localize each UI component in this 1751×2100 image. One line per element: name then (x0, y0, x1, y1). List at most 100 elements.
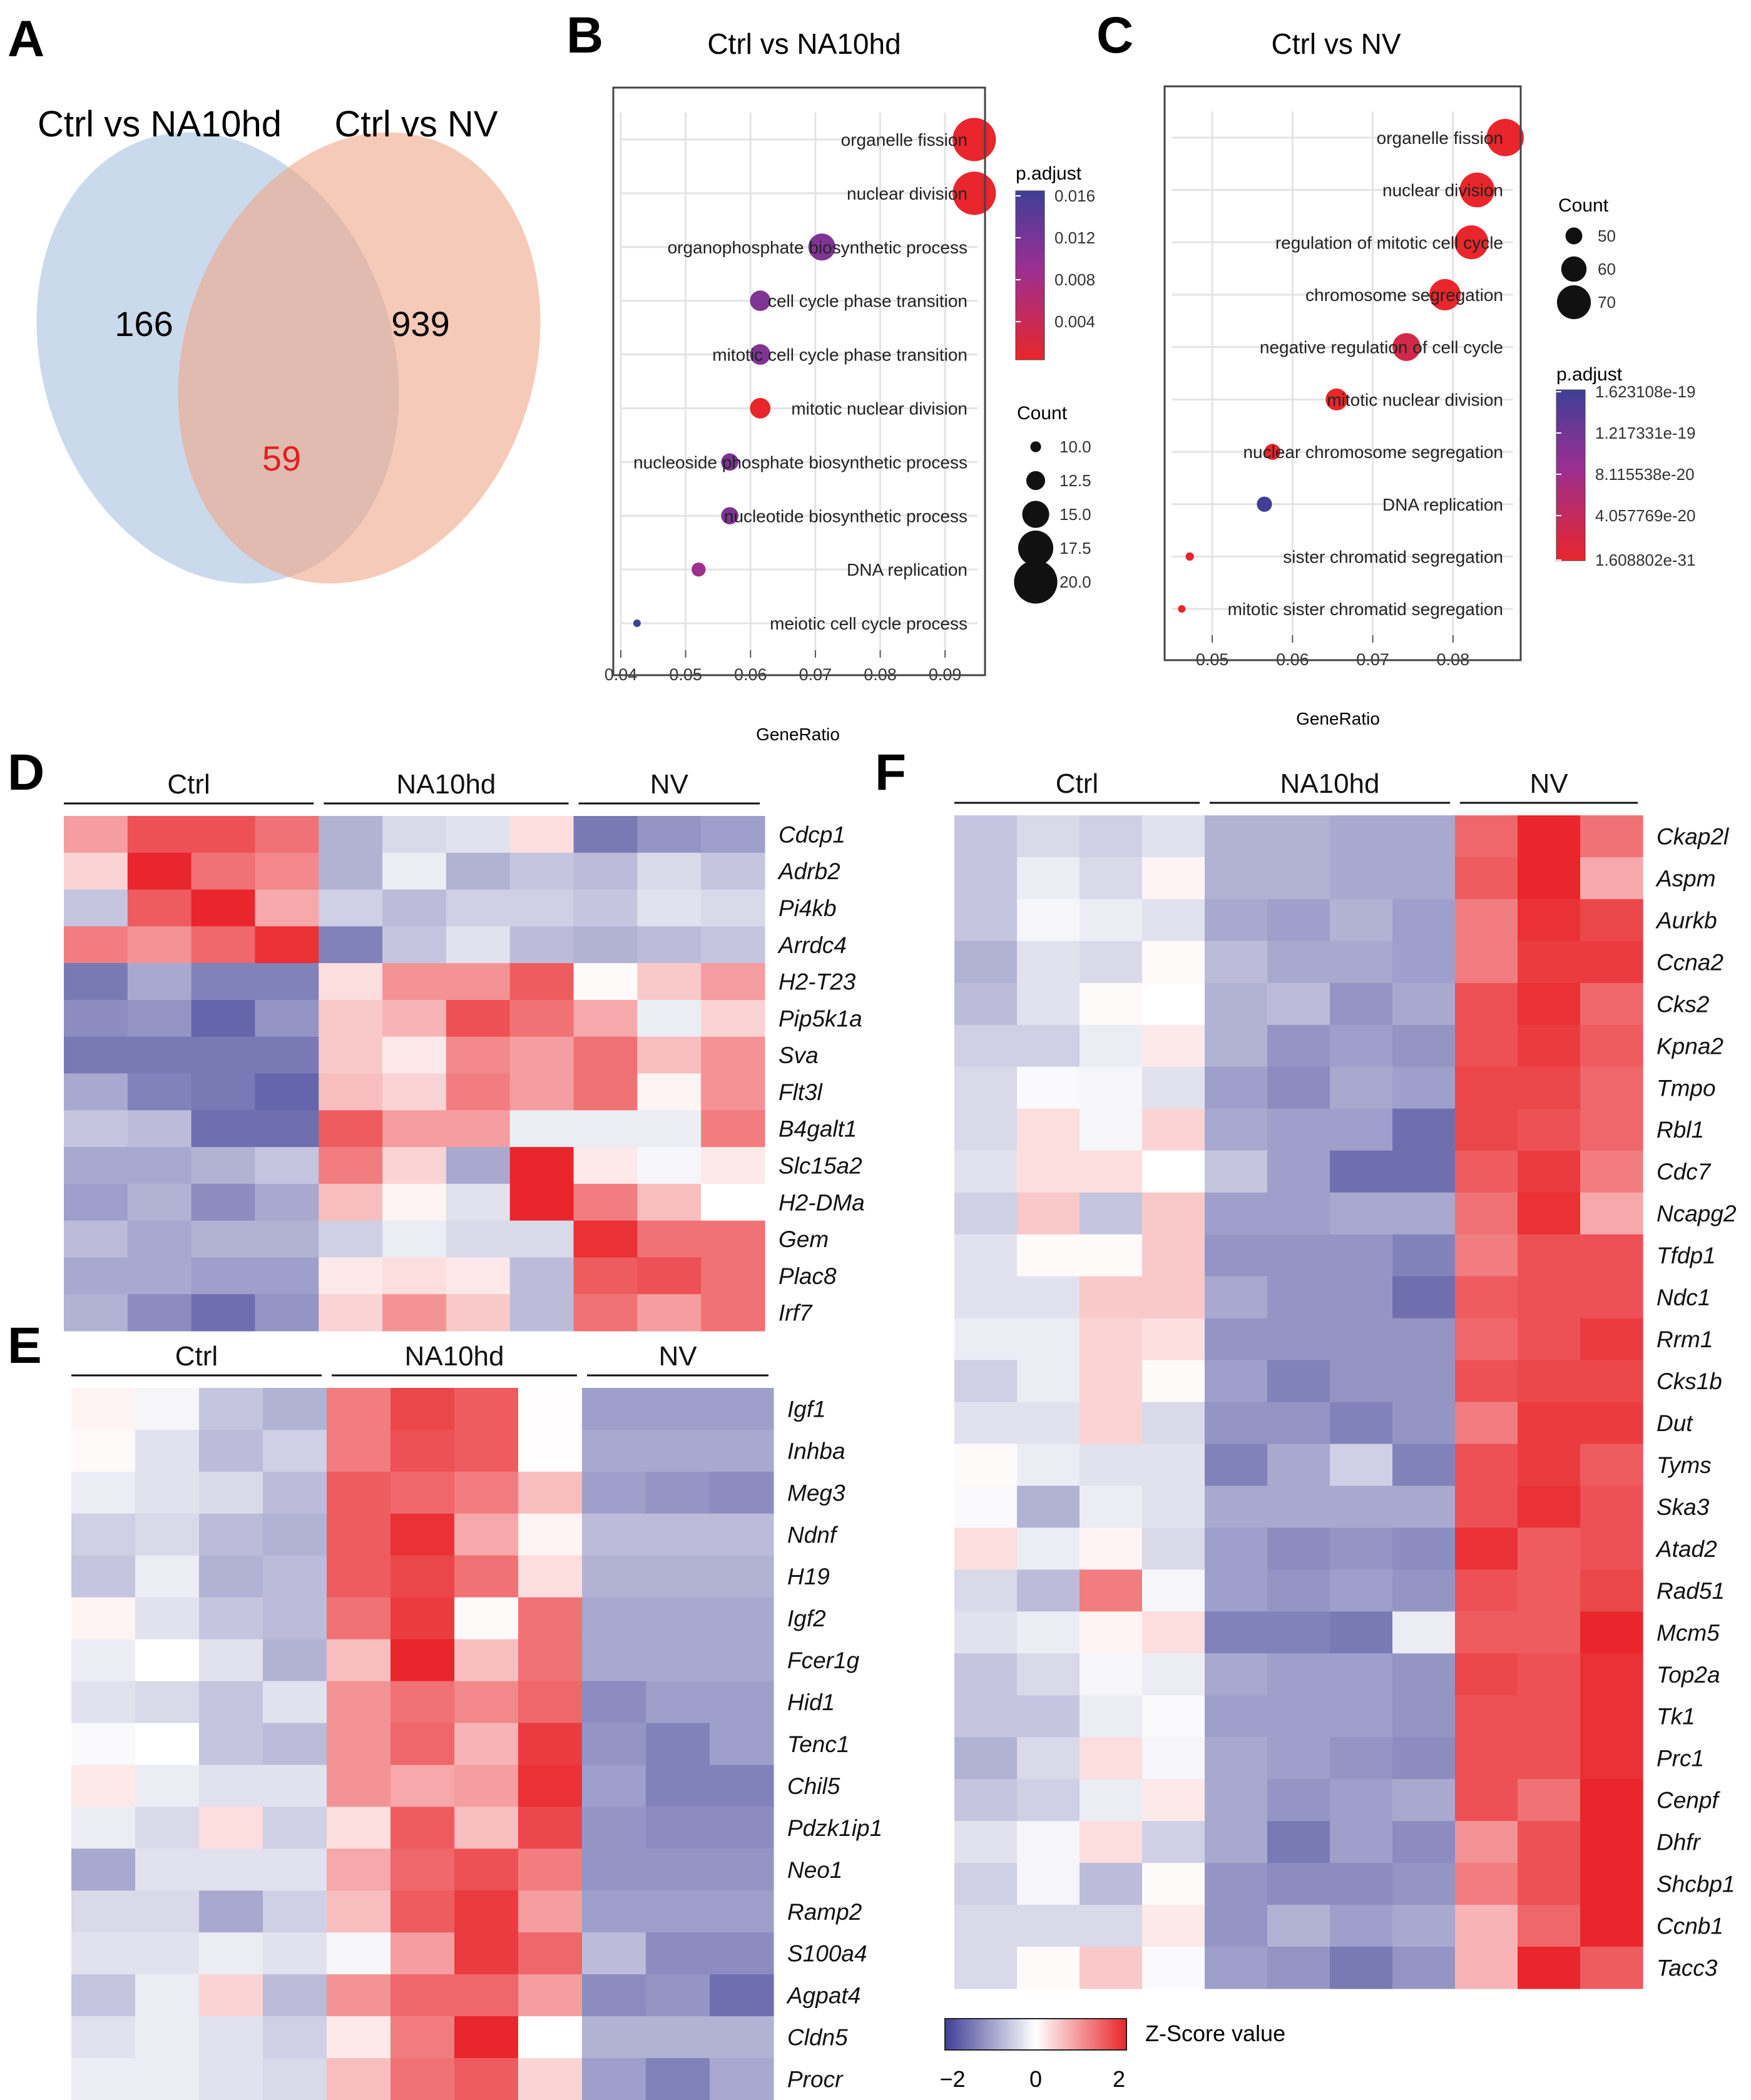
heat-cell (518, 2016, 583, 2059)
heat-cell (71, 1388, 136, 1430)
padj-tick-label: 0.012 (1054, 228, 1095, 247)
heat-cell (1080, 1486, 1143, 1528)
heat-cell (1455, 1486, 1518, 1528)
heat-cell (446, 1036, 511, 1074)
heat-cell (391, 2058, 455, 2100)
heatmap-f: Ckap2l Aspm Aurkb Ccna2 Cks2 Kpna2 Tmpo Rbl1 Cdc… (954, 768, 1737, 1989)
heat-cell (1017, 1905, 1080, 1947)
heat-cell (446, 816, 511, 854)
heat-cell (1330, 940, 1393, 984)
heat-cell (1518, 1947, 1581, 1989)
heatmap-e: Igf1 Inhba Meg3 Ndnf H19 Igf2 Fcer1g Hid1 Tenc1 C… (71, 1341, 882, 2100)
heat-cell (255, 1110, 319, 1148)
heat-cell (1518, 1402, 1581, 1445)
heat-cell (518, 1974, 583, 2017)
heat-cell (701, 816, 765, 854)
heat-cell (71, 1639, 136, 1682)
heat-cell (135, 1681, 200, 1724)
heat-cell (1017, 1150, 1080, 1193)
heat-cell (64, 1073, 128, 1111)
heat-cell (1330, 1821, 1393, 1863)
heat-cell (954, 1611, 1018, 1654)
heat-cell (199, 1974, 263, 2017)
gene-label: Cdc7 (1657, 1159, 1712, 1185)
heat-cell (518, 1555, 583, 1598)
heat-cell (1455, 1611, 1518, 1654)
heat-cell (135, 1848, 200, 1891)
heat-cell (1142, 1653, 1205, 1696)
heat-cell (1330, 1360, 1393, 1403)
count-legend-dot (1561, 256, 1587, 282)
heat-cell (1455, 982, 1518, 1026)
gene-label: Dhfr (1657, 1830, 1702, 1855)
heat-cell (1017, 1569, 1080, 1612)
heat-cell (263, 1639, 327, 1682)
heat-cell (710, 1639, 774, 1682)
gene-label: Procr (787, 2067, 844, 2092)
heat-cell (1330, 1444, 1393, 1487)
heat-cell (382, 1147, 447, 1185)
heat-cell (1017, 1527, 1080, 1570)
heat-cell (509, 889, 574, 927)
count-legend-label: 15.0 (1059, 505, 1091, 524)
heat-cell (263, 1848, 327, 1891)
count-legend-dot (1014, 560, 1058, 604)
heat-cell (1017, 1779, 1080, 1822)
heat-cell (509, 963, 574, 1001)
heat-cell (1580, 899, 1643, 942)
heat-cell (1580, 1737, 1643, 1780)
heat-cell (509, 1147, 574, 1185)
heat-cell (1267, 1695, 1330, 1738)
heat-cell (1330, 1276, 1393, 1319)
heat-cell (1392, 1863, 1456, 1905)
heat-cell (1267, 899, 1330, 942)
heat-cell (646, 1388, 710, 1430)
heat-cell (1142, 1402, 1205, 1445)
gene-label: Slc15a2 (779, 1153, 862, 1178)
heat-cell (127, 1110, 192, 1148)
heat-cell (954, 1234, 1018, 1277)
heat-cell (646, 1597, 710, 1640)
heat-cell (1142, 1695, 1205, 1738)
gene-label: Ncapg2 (1657, 1201, 1737, 1226)
gene-label: S100a4 (787, 1941, 867, 1967)
heat-cell (1205, 1863, 1268, 1905)
heat-cell (1205, 1444, 1268, 1487)
heat-cell (1455, 1276, 1518, 1319)
heat-cell (454, 1429, 519, 1472)
heat-cell (135, 2016, 200, 2059)
heat-cell (191, 852, 256, 890)
heat-cell (710, 1388, 774, 1430)
heat-cell (954, 1360, 1018, 1403)
heat-cell (64, 1257, 128, 1295)
zscore-gradient (944, 2018, 1127, 2051)
heat-cell (573, 852, 638, 890)
term-label: nuclear division (1382, 181, 1503, 200)
heat-cell (127, 926, 192, 964)
heat-cell (454, 1723, 519, 1766)
heat-cell (1330, 1695, 1393, 1738)
heat-cell (1080, 1569, 1143, 1612)
count-legend-dot (1556, 285, 1591, 320)
heat-cell (1205, 1527, 1268, 1570)
heat-cell (1205, 940, 1268, 984)
heat-cell (1267, 1234, 1330, 1277)
heat-cell (701, 1183, 765, 1221)
heat-cell (135, 1639, 200, 1682)
heat-cell (199, 1471, 263, 1514)
heat-cell (1267, 1444, 1330, 1487)
heat-cell (710, 1848, 774, 1891)
heat-cell (1518, 940, 1581, 984)
heat-cell (1330, 1150, 1393, 1193)
heat-cell (327, 1681, 391, 1724)
heat-cell (1017, 815, 1080, 858)
heat-cell (1080, 1695, 1143, 1738)
heat-cell (954, 1276, 1018, 1319)
heat-cell (1392, 1653, 1456, 1696)
heat-cell (701, 926, 765, 964)
gene-label: Tenc1 (787, 1731, 849, 1757)
heat-cell (1142, 1863, 1205, 1905)
heat-cell (710, 1723, 774, 1766)
heat-cell (391, 1555, 455, 1598)
heat-cell (1080, 1779, 1143, 1822)
